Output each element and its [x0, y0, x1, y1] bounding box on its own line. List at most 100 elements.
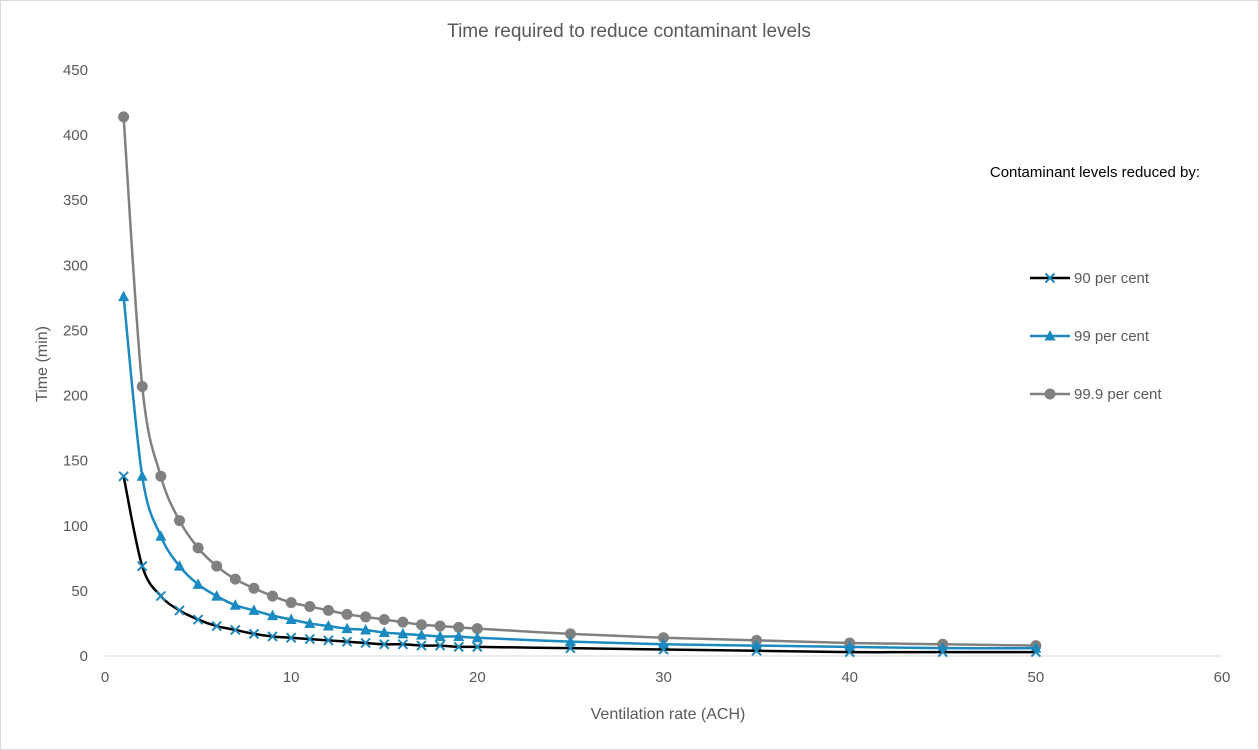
series-line [122, 116, 1036, 647]
data-point [229, 573, 241, 585]
x-tick-label: 40 [841, 669, 858, 686]
legend-label: 99 per cent [1074, 328, 1150, 345]
data-point [341, 622, 353, 634]
data-point [285, 597, 297, 609]
data-point [1030, 646, 1042, 658]
data-point [118, 290, 130, 302]
data-point [434, 640, 446, 651]
data-point [173, 515, 185, 527]
y-tick-label: 300 [63, 257, 88, 274]
x-tick-label: 30 [655, 669, 672, 686]
data-point [267, 609, 279, 621]
data-point [453, 621, 465, 633]
legend-title: Contaminant levels reduced by: [990, 164, 1200, 181]
x-tick-label: 20 [469, 669, 486, 686]
legend-label: 90 per cent [1074, 270, 1150, 287]
data-point [397, 616, 409, 628]
legend: 90 per cent 99 per cent 99.9 per cent [1030, 270, 1162, 403]
y-tick-label: 250 [63, 322, 88, 339]
data-point [267, 631, 278, 642]
series-line [122, 476, 1036, 654]
data-point [248, 604, 260, 615]
data-point [229, 599, 241, 610]
data-point [155, 470, 167, 482]
data-point [136, 380, 148, 392]
data-point [658, 644, 669, 655]
data-point [360, 623, 372, 635]
data-point [323, 635, 334, 646]
data-point [174, 605, 185, 616]
series-line [122, 296, 1036, 650]
data-point [211, 560, 223, 572]
y-tick-label: 150 [63, 453, 88, 470]
legend-marker [1044, 330, 1056, 341]
data-point [137, 560, 148, 572]
data-point [378, 614, 390, 626]
data-point [304, 601, 316, 613]
data-point [415, 619, 427, 631]
legend-item: 90 per cent [1030, 270, 1150, 287]
data-point [658, 632, 669, 644]
x-axis-label: Ventilation rate (ACH) [591, 706, 746, 723]
data-point [565, 642, 576, 654]
data-point [360, 637, 371, 649]
data-point [173, 560, 185, 571]
data-point [192, 578, 204, 589]
data-point [471, 631, 483, 643]
y-tick-label: 0 [80, 648, 88, 665]
data-point [379, 639, 390, 650]
data-point [136, 470, 148, 481]
data-point [360, 611, 372, 623]
data-point [416, 640, 427, 651]
data-point [453, 630, 465, 641]
x-axis-ticks: 0 10 20 30 40 50 60 [101, 669, 1231, 686]
data-point [285, 632, 297, 643]
data-point [472, 641, 483, 653]
x-tick-label: 50 [1027, 669, 1044, 686]
data-point [322, 620, 334, 631]
series-layer [118, 111, 1042, 658]
data-point [304, 617, 316, 628]
data-point [248, 628, 260, 640]
y-tick-label: 450 [63, 62, 88, 79]
data-point [192, 542, 204, 554]
data-point [267, 590, 279, 602]
y-axis-label: Time (min) [34, 326, 51, 402]
data-point [230, 624, 241, 636]
data-point [211, 620, 222, 632]
x-tick-label: 60 [1214, 669, 1231, 686]
legend-label: 99.9 per cent [1074, 386, 1162, 403]
chart-title: Time required to reduce contaminant leve… [447, 21, 811, 42]
data-point [155, 590, 167, 602]
data-point [378, 626, 390, 638]
data-point [471, 623, 483, 635]
data-point [304, 633, 315, 645]
legend-marker [1044, 388, 1056, 400]
y-axis-ticks: 0 50 100 150 200 250 300 350 400 450 [63, 62, 88, 665]
data-point [453, 641, 464, 653]
y-tick-label: 100 [63, 518, 88, 535]
data-point [322, 604, 334, 616]
legend-marker [1044, 272, 1056, 284]
series-90-per-cent [118, 471, 1042, 658]
x-tick-label: 10 [283, 669, 300, 686]
data-point [341, 636, 353, 647]
y-tick-label: 350 [63, 192, 88, 209]
data-point [118, 111, 130, 123]
legend-item: 99 per cent [1030, 328, 1150, 345]
data-point [434, 620, 446, 632]
data-point [192, 614, 204, 625]
data-point [341, 608, 353, 620]
data-point [844, 646, 855, 658]
data-point [397, 627, 409, 639]
data-point [118, 471, 129, 482]
data-point [155, 530, 167, 541]
data-point [937, 646, 948, 658]
data-point [751, 645, 762, 656]
data-point [397, 639, 409, 650]
data-point [434, 630, 446, 641]
x-tick-label: 0 [101, 669, 109, 686]
y-tick-label: 200 [63, 388, 88, 405]
data-point [564, 635, 576, 647]
